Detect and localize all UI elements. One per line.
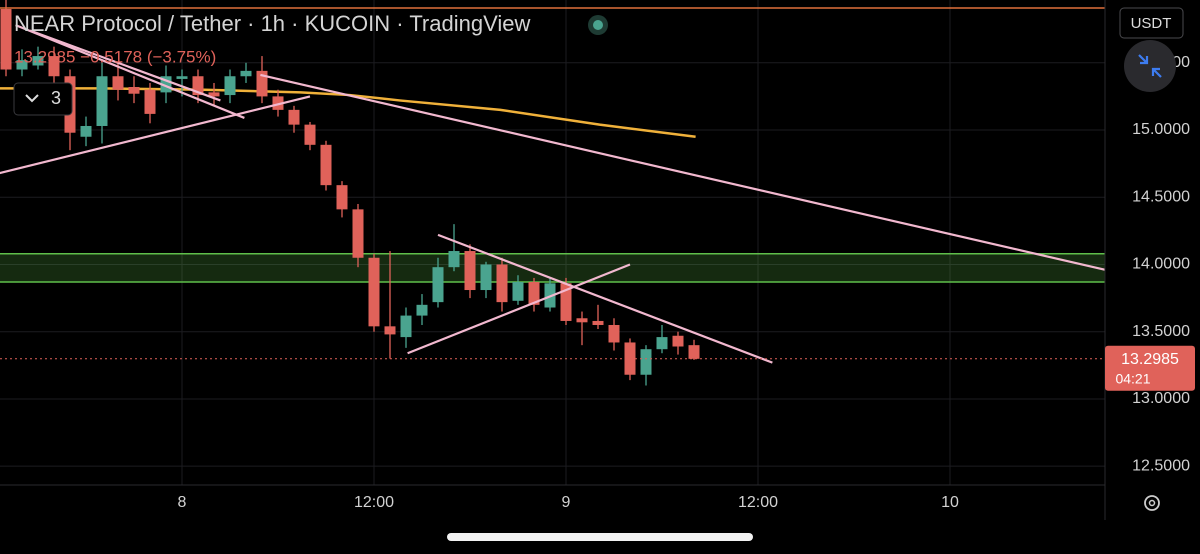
home-indicator [447, 533, 753, 541]
candle-body [432, 267, 444, 303]
x-tick-label: 8 [178, 494, 187, 511]
trendline [15, 24, 245, 119]
status-dot [593, 20, 603, 30]
candle-body [512, 281, 524, 301]
scale-button[interactable] [1124, 40, 1176, 92]
currency-button[interactable] [1119, 7, 1184, 39]
candle-body [160, 76, 172, 93]
candle-body [368, 257, 380, 327]
candle-body [272, 96, 284, 110]
candle-body [384, 326, 396, 335]
candle-body [0, 9, 12, 70]
candle-body [144, 89, 156, 114]
candle-body [128, 86, 140, 94]
candle-body [80, 125, 92, 137]
gear-icon[interactable] [1144, 495, 1160, 511]
settings-button[interactable] [1144, 495, 1160, 511]
candle-body [256, 70, 268, 97]
gear-hub [1148, 499, 1156, 507]
currency-toggle[interactable]: USDT [1119, 7, 1184, 39]
candle-body [608, 324, 620, 343]
candle-body [496, 264, 508, 303]
indicator-button[interactable] [13, 82, 73, 116]
collapse-icon [1138, 54, 1162, 78]
trendline [407, 263, 631, 355]
candle-body [96, 76, 108, 126]
candle-body [176, 76, 188, 79]
price-tag-value: 13.2985 [1121, 351, 1179, 368]
candle-body [288, 109, 300, 125]
plot [0, 0, 1106, 386]
candle-body [640, 349, 652, 375]
candle-body [352, 209, 364, 258]
candle-body [320, 144, 332, 186]
zone [0, 253, 1105, 282]
price-tag-countdown: 04:21 [1115, 371, 1150, 387]
chevron-icon [25, 94, 39, 103]
y-tick-label: 15.0000 [1132, 121, 1190, 138]
candle-body [304, 124, 316, 145]
candle-body [192, 76, 204, 96]
x-tick-label: 9 [562, 494, 571, 511]
candle-body [336, 185, 348, 210]
candle-body [560, 283, 572, 321]
candle-body [224, 76, 236, 96]
y-tick-label: 13.5000 [1132, 323, 1190, 340]
trendline [260, 73, 1106, 271]
candle-body [576, 318, 588, 323]
symbol-title: NEAR Protocol / Tether · 1h · KUCOIN · T… [14, 11, 530, 36]
candle-body [592, 320, 604, 325]
indicator-toggle[interactable]: 3 [13, 82, 73, 116]
candle-body [32, 56, 44, 66]
x-tick-label: 12:00 [354, 494, 394, 511]
candle-body [688, 345, 700, 359]
trendline [0, 95, 311, 175]
indicator-count: 3 [51, 88, 61, 108]
candle-body [208, 92, 220, 97]
candle-body [416, 304, 428, 316]
candle-body [112, 76, 124, 90]
trendline [437, 233, 773, 364]
candle-body [16, 60, 28, 70]
candle-body [656, 337, 668, 350]
legend-values: 13.2985 −0.5178 (−3.75%) [14, 47, 216, 66]
candle-body [240, 70, 252, 77]
axes: 15.500015.000014.500014.000013.500013.00… [178, 54, 1195, 511]
candle-body [464, 251, 476, 291]
x-tick-label: 10 [941, 494, 959, 511]
price-tag [1105, 345, 1195, 391]
candle-body [448, 251, 460, 268]
y-tick-label: 12.5000 [1132, 457, 1190, 474]
candle-body [48, 56, 60, 77]
y-tick-label: 13.0000 [1132, 390, 1190, 407]
y-tick-label: 14.5000 [1132, 188, 1190, 205]
candle-body [528, 281, 540, 305]
y-tick-label: 14.0000 [1132, 256, 1190, 273]
scale-button-bg[interactable] [1124, 40, 1176, 92]
currency-label: USDT [1131, 15, 1172, 32]
candle-body [480, 264, 492, 291]
trendline [29, 29, 221, 102]
candle-body [400, 315, 412, 338]
x-tick-label: 12:00 [738, 494, 778, 511]
candle-body [672, 335, 684, 347]
